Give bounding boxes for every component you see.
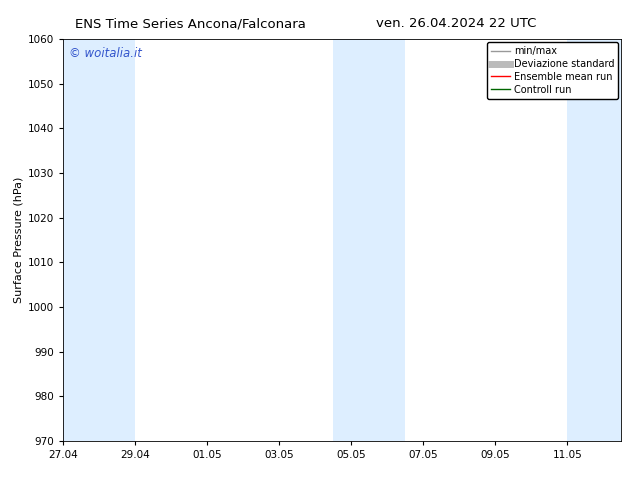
Y-axis label: Surface Pressure (hPa): Surface Pressure (hPa) bbox=[14, 177, 24, 303]
Legend: min/max, Deviazione standard, Ensemble mean run, Controll run: min/max, Deviazione standard, Ensemble m… bbox=[487, 42, 618, 98]
Text: ven. 26.04.2024 22 UTC: ven. 26.04.2024 22 UTC bbox=[377, 17, 536, 30]
Text: ENS Time Series Ancona/Falconara: ENS Time Series Ancona/Falconara bbox=[75, 17, 306, 30]
Bar bbox=[63, 39, 136, 441]
Bar bbox=[333, 39, 405, 441]
Text: © woitalia.it: © woitalia.it bbox=[69, 47, 142, 60]
Bar bbox=[567, 39, 621, 441]
